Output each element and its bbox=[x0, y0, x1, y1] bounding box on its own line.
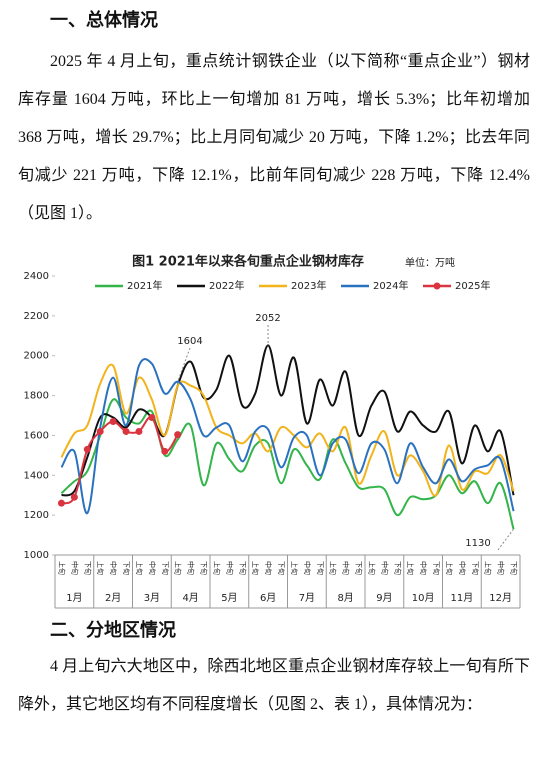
x-tick-label: 下旬 bbox=[355, 561, 364, 575]
legend-marker bbox=[433, 282, 441, 290]
x-tick-label: 上旬 bbox=[57, 561, 66, 575]
month-label: 2月 bbox=[105, 592, 121, 604]
annotation: 1130 bbox=[465, 538, 490, 549]
x-tick-label: 中旬 bbox=[187, 561, 196, 575]
month-label: 7月 bbox=[299, 592, 315, 604]
y-tick-label: 1000 bbox=[24, 550, 49, 561]
point-marker bbox=[135, 427, 143, 435]
legend-label: 2025年 bbox=[455, 279, 490, 292]
month-label: 5月 bbox=[221, 592, 237, 604]
month-label: 4月 bbox=[182, 592, 198, 604]
annotation: 2052 bbox=[255, 313, 280, 324]
point-marker bbox=[161, 447, 169, 455]
annotation-leader bbox=[497, 528, 514, 551]
y-tick-label: 1400 bbox=[24, 470, 49, 481]
annotation-leader bbox=[177, 347, 191, 382]
x-tick-label: 中旬 bbox=[70, 561, 79, 575]
x-tick-label: 下旬 bbox=[200, 561, 209, 575]
x-tick-label: 下旬 bbox=[83, 561, 92, 575]
x-tick-label: 上旬 bbox=[290, 561, 299, 575]
legend-label: 2022年 bbox=[209, 279, 244, 292]
x-tick-label: 中旬 bbox=[380, 561, 389, 575]
chart-unit: 单位：万吨 bbox=[405, 256, 455, 269]
x-tick-label: 上旬 bbox=[484, 561, 493, 575]
month-label: 10月 bbox=[412, 592, 435, 604]
month-label: 11月 bbox=[451, 592, 474, 604]
x-tick-label: 下旬 bbox=[393, 561, 402, 575]
paragraph: 4 月上旬六大地区中，除西北地区重点企业钢材库存较上一旬有所下降外，其它地区均有… bbox=[18, 658, 530, 713]
y-tick-label: 1600 bbox=[24, 430, 49, 441]
x-tick-label: 中旬 bbox=[225, 561, 234, 575]
x-tick-label: 上旬 bbox=[367, 561, 376, 575]
chart: 图1 2021年以来各旬重点企业钢材库存 单位：万吨 1000 1200 1400 1… bbox=[24, 254, 521, 609]
month-label: 9月 bbox=[376, 592, 392, 604]
point-marker bbox=[70, 493, 78, 501]
y-tick-label: 1200 bbox=[24, 510, 49, 521]
x-tick-label: 上旬 bbox=[445, 561, 454, 575]
x-tick-label: 下旬 bbox=[510, 561, 519, 575]
x-tick-label: 下旬 bbox=[161, 561, 170, 575]
series-line bbox=[60, 363, 515, 497]
point-marker bbox=[122, 427, 130, 435]
heading: 二、分地区情况 bbox=[50, 620, 176, 641]
legend-label: 2021年 bbox=[127, 279, 162, 292]
y-tick-label: 2400 bbox=[24, 271, 49, 282]
point-marker bbox=[148, 413, 156, 421]
x-tick-label: 中旬 bbox=[458, 561, 467, 575]
month-label: 8月 bbox=[337, 592, 353, 604]
series-line bbox=[60, 358, 515, 515]
x-tick-label: 上旬 bbox=[96, 561, 105, 575]
month-label: 3月 bbox=[144, 592, 160, 604]
x-tick-label: 中旬 bbox=[303, 561, 312, 575]
x-tick-label: 中旬 bbox=[148, 561, 157, 575]
legend-label: 2024年 bbox=[373, 279, 408, 292]
y-tick-label: 2000 bbox=[24, 351, 49, 362]
y-tick-label: 1800 bbox=[24, 391, 49, 402]
x-tick-label: 下旬 bbox=[471, 561, 480, 575]
x-tick-label: 上旬 bbox=[174, 561, 183, 575]
point-marker bbox=[174, 431, 182, 439]
x-tick-label: 中旬 bbox=[497, 561, 506, 575]
x-tick-label: 上旬 bbox=[406, 561, 415, 575]
month-label: 12月 bbox=[489, 592, 512, 604]
annotation: 1604 bbox=[177, 336, 202, 347]
legend-label: 2023年 bbox=[291, 279, 326, 292]
point-marker bbox=[57, 499, 65, 507]
x-tick-label: 上旬 bbox=[329, 561, 338, 575]
y-tick-label: 2200 bbox=[24, 311, 49, 322]
point-marker bbox=[109, 417, 117, 425]
paragraph: 2025 年 4 月上旬，重点统计钢铁企业（以下简称“重点企业”）钢材库存量 1… bbox=[18, 53, 530, 222]
x-tick-label: 下旬 bbox=[432, 561, 441, 575]
chart-title: 图1 2021年以来各旬重点企业钢材库存 bbox=[132, 254, 364, 270]
x-tick-label: 上旬 bbox=[251, 561, 260, 575]
heading: 一、总体情况 bbox=[50, 10, 158, 31]
point-marker bbox=[96, 427, 104, 435]
x-tick-label: 下旬 bbox=[277, 561, 286, 575]
month-label: 6月 bbox=[260, 592, 276, 604]
point-marker bbox=[83, 445, 91, 453]
x-tick-label: 下旬 bbox=[316, 561, 325, 575]
x-tick-label: 上旬 bbox=[135, 561, 144, 575]
month-label: 1月 bbox=[66, 592, 82, 604]
x-tick-label: 下旬 bbox=[122, 561, 131, 575]
x-tick-label: 中旬 bbox=[419, 561, 428, 575]
x-tick-label: 中旬 bbox=[109, 561, 118, 575]
x-tick-label: 上旬 bbox=[212, 561, 221, 575]
series-line bbox=[61, 344, 515, 497]
x-tick-label: 中旬 bbox=[342, 561, 351, 575]
x-tick-label: 下旬 bbox=[238, 561, 247, 575]
x-tick-label: 中旬 bbox=[264, 561, 273, 575]
series-line bbox=[61, 416, 179, 505]
